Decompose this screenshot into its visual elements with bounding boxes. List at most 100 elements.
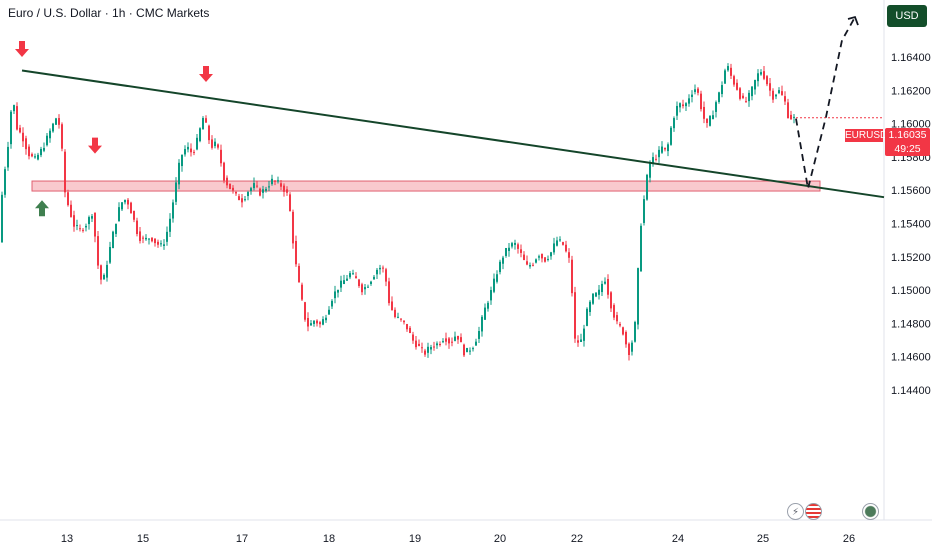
candle	[577, 340, 579, 343]
candle	[421, 347, 423, 349]
candle	[355, 276, 357, 279]
candle	[193, 151, 195, 153]
candle	[487, 302, 489, 309]
candle	[403, 320, 405, 323]
candle	[70, 204, 72, 217]
candle	[589, 301, 591, 313]
candle	[703, 106, 705, 119]
candle	[268, 186, 270, 188]
candle	[667, 144, 669, 152]
candle	[478, 331, 480, 339]
last-price-tag: 1.16035 49:25	[885, 128, 930, 156]
candle	[34, 156, 36, 158]
candle	[103, 274, 105, 280]
candle	[658, 149, 660, 158]
candle	[94, 212, 96, 237]
time-tick-label: 20	[494, 533, 506, 545]
candle	[574, 292, 576, 339]
candle	[514, 242, 516, 245]
candle	[274, 180, 276, 182]
candle	[97, 236, 99, 266]
candlestick-series	[1, 63, 795, 361]
candle	[706, 118, 708, 123]
time-tick-label: 24	[672, 533, 684, 545]
candle	[145, 237, 147, 240]
candle	[727, 66, 729, 71]
currency-button[interactable]: USD	[887, 5, 927, 27]
candle	[496, 274, 498, 282]
candle	[742, 95, 744, 99]
candle	[490, 290, 492, 301]
price-tick-label: 1.15600	[891, 185, 931, 197]
candle	[697, 88, 699, 93]
dividend-bolt-icon[interactable]: ⚡	[787, 503, 804, 520]
time-tick-label: 13	[61, 533, 73, 545]
candle	[214, 141, 216, 147]
candle	[160, 243, 162, 245]
candle	[271, 178, 273, 185]
candle	[682, 104, 684, 107]
candle	[175, 182, 177, 202]
candle	[595, 292, 597, 297]
candle	[277, 180, 279, 182]
candle	[298, 265, 300, 283]
candle	[199, 128, 201, 142]
candle	[766, 76, 768, 85]
candle	[709, 115, 711, 126]
candle	[31, 154, 33, 157]
candle	[292, 211, 294, 244]
candle	[547, 258, 549, 260]
candle	[367, 286, 369, 288]
candle	[286, 189, 288, 193]
candle	[718, 92, 720, 102]
candle	[433, 346, 435, 348]
candle	[157, 241, 159, 245]
candle	[85, 225, 87, 228]
candle	[64, 151, 66, 193]
price-tick-label: 1.15000	[891, 285, 931, 297]
candle	[754, 79, 756, 90]
candle	[511, 243, 513, 247]
earth-icon[interactable]	[862, 503, 879, 520]
candle	[493, 278, 495, 292]
candle	[544, 257, 546, 262]
candle	[652, 157, 654, 163]
candle	[241, 198, 243, 203]
candle	[208, 125, 210, 141]
candle	[184, 149, 186, 155]
candle	[448, 338, 450, 344]
candle	[154, 238, 156, 244]
support-zone-layer	[31, 180, 821, 192]
candle	[220, 149, 222, 164]
candle	[112, 231, 114, 249]
candle	[166, 231, 168, 242]
candle	[418, 343, 420, 346]
candle	[751, 86, 753, 97]
candle	[484, 307, 486, 320]
candle	[592, 293, 594, 304]
candle	[559, 239, 561, 241]
candle	[757, 73, 759, 82]
candle	[235, 192, 237, 194]
candle	[136, 220, 138, 235]
candle	[22, 132, 24, 142]
candle	[313, 320, 315, 324]
candle	[244, 199, 246, 201]
candle	[643, 199, 645, 223]
candle	[223, 162, 225, 181]
candle	[463, 344, 465, 356]
us-flag-icon[interactable]	[805, 503, 822, 520]
support-zone	[31, 180, 821, 192]
candle	[412, 334, 414, 341]
candle	[733, 76, 735, 85]
candle	[523, 254, 525, 260]
price-tick-label: 1.14800	[891, 318, 931, 330]
candle	[43, 147, 45, 151]
price-tick-label: 1.14600	[891, 352, 931, 364]
candle	[391, 301, 393, 311]
candle	[571, 259, 573, 294]
candle	[637, 268, 639, 325]
candle	[109, 246, 111, 263]
candle	[169, 218, 171, 232]
